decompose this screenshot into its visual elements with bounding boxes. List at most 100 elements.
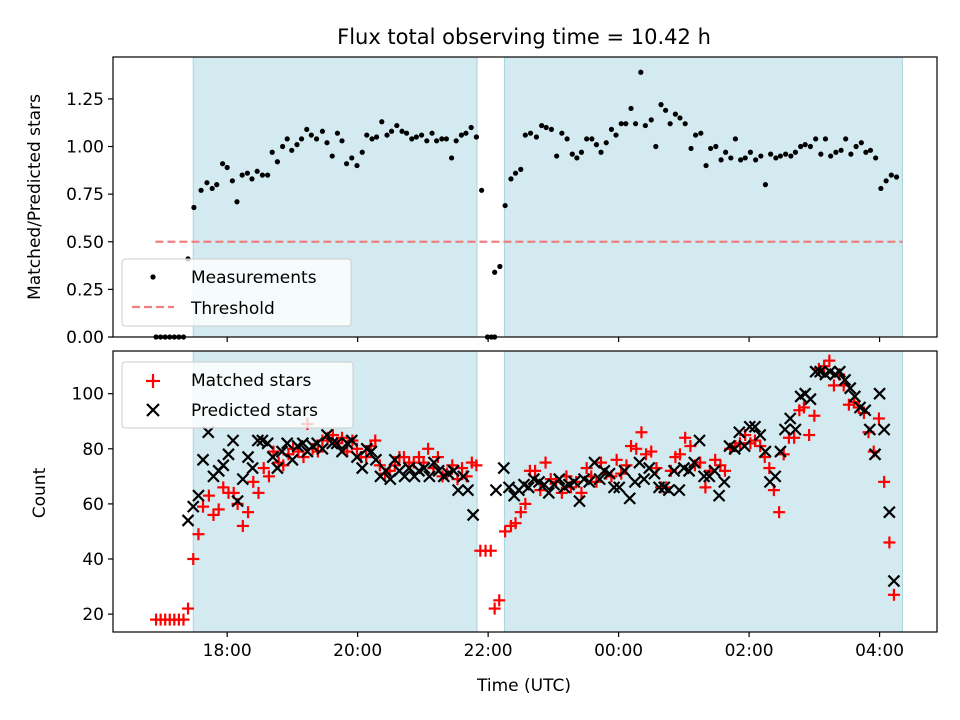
measurement-point xyxy=(858,140,864,146)
measurement-point xyxy=(204,180,210,186)
measurement-point xyxy=(732,136,739,142)
measurement-point xyxy=(518,166,524,172)
measurement-point xyxy=(888,172,894,178)
measurement-point xyxy=(802,142,808,148)
predicted-star-point xyxy=(423,470,436,483)
predicted-star-point xyxy=(552,472,566,486)
measurement-point xyxy=(738,157,744,163)
predicted-star-point xyxy=(296,437,310,450)
predicted-star-point xyxy=(542,486,556,500)
measurement-point xyxy=(628,105,634,112)
measurement-point xyxy=(742,155,748,161)
measurement-point xyxy=(343,161,350,167)
predicted-star-point xyxy=(612,481,626,494)
measurement-point xyxy=(648,117,654,123)
matched-star-point xyxy=(197,500,210,513)
measurement-point xyxy=(718,157,724,163)
measurement-point xyxy=(418,132,425,138)
measurement-point xyxy=(364,132,370,138)
top-y-axis-label: Matched/Predicted stars xyxy=(25,94,45,300)
measurement-point xyxy=(369,136,375,142)
matched-star-point xyxy=(610,453,623,466)
bottom-legend: Matched stars Predicted stars xyxy=(121,361,354,429)
measurement-point xyxy=(677,115,683,121)
matched-star-point xyxy=(808,409,821,422)
predicted-star-point xyxy=(388,453,402,467)
matched-star-point xyxy=(212,503,225,516)
matched-star-point xyxy=(625,440,638,453)
legend-threshold-label: Threshold xyxy=(190,299,275,319)
predicted-star-point xyxy=(688,456,701,469)
measurement-point xyxy=(379,119,385,125)
measurement-point xyxy=(388,128,395,134)
measurement-point xyxy=(458,132,464,138)
matched-star-point xyxy=(182,602,195,615)
matched-star-point xyxy=(177,613,190,626)
matched-star-point xyxy=(679,431,692,444)
predicted-star-point xyxy=(833,365,847,378)
predicted-star-point xyxy=(345,434,359,447)
predicted-star-point xyxy=(286,453,299,467)
measurement-point xyxy=(708,145,714,152)
measurement-point xyxy=(828,153,834,159)
measurement-point xyxy=(653,143,659,150)
predicted-star-point xyxy=(708,464,721,478)
measurement-point xyxy=(598,149,604,155)
measurement-point xyxy=(893,174,900,180)
measurement-point xyxy=(638,69,644,75)
bottom-legend-box xyxy=(121,361,354,429)
predicted-star-point xyxy=(873,387,886,400)
predicted-star-point xyxy=(804,392,817,406)
y-tick-label: 1.25 xyxy=(66,90,104,110)
measurement-point xyxy=(833,149,839,155)
predicted-star-point xyxy=(567,475,581,489)
matched-star-point xyxy=(247,475,260,488)
measurement-point xyxy=(853,143,859,150)
measurement-point xyxy=(280,143,286,150)
predicted-star-point xyxy=(768,470,782,483)
predicted-star-point xyxy=(743,420,757,434)
measurement-point xyxy=(324,140,330,146)
x-tick-label: 00:00 xyxy=(594,641,643,661)
predicted-star-point xyxy=(466,508,480,522)
measurement-point xyxy=(682,121,688,127)
measurement-point xyxy=(304,126,310,132)
matched-star-point xyxy=(297,451,310,464)
predicted-star-point xyxy=(753,428,767,442)
matched-star-point xyxy=(823,354,836,367)
matched-star-point xyxy=(456,462,469,475)
measurement-point xyxy=(512,170,519,176)
bottom-y-axis-label: Count xyxy=(30,467,50,518)
matched-star-point xyxy=(694,456,707,469)
predicted-star-point xyxy=(398,470,411,483)
top-y-ticks: 0.00 0.25 0.50 0.75 1.00 1.25 xyxy=(66,90,113,348)
predicted-star-point xyxy=(759,445,772,458)
y-tick-label: 100 xyxy=(72,385,104,405)
measurement-point xyxy=(298,136,305,142)
predicted-star-point xyxy=(662,483,676,497)
measurement-point xyxy=(762,182,769,188)
x-axis-label: Time (UTC) xyxy=(476,676,571,696)
measurement-point xyxy=(492,269,498,275)
measurement-point xyxy=(399,128,405,134)
matched-star-point xyxy=(534,484,547,497)
predicted-star-point xyxy=(335,445,349,458)
measurement-point xyxy=(783,151,789,157)
measurement-point xyxy=(698,130,704,136)
predicted-star-point xyxy=(226,434,240,447)
y-tick-label: 60 xyxy=(82,495,104,515)
measurement-point xyxy=(873,155,879,161)
predicted-star-point xyxy=(667,464,681,478)
matched-star-point xyxy=(529,464,542,477)
matched-star-point xyxy=(872,412,885,425)
top-panel: 0.00 0.25 0.50 0.75 1.00 1.25 Matched/Predict… xyxy=(25,56,938,348)
measurement-point xyxy=(662,107,669,113)
predicted-star-point xyxy=(573,494,586,508)
measurement-point xyxy=(584,136,590,142)
measurement-point xyxy=(403,130,410,136)
predicted-star-point xyxy=(280,437,294,450)
predicted-star-point xyxy=(489,483,503,497)
legend-matched-label: Matched stars xyxy=(191,371,311,391)
matched-star-point xyxy=(202,489,215,502)
measurement-point xyxy=(527,130,534,136)
